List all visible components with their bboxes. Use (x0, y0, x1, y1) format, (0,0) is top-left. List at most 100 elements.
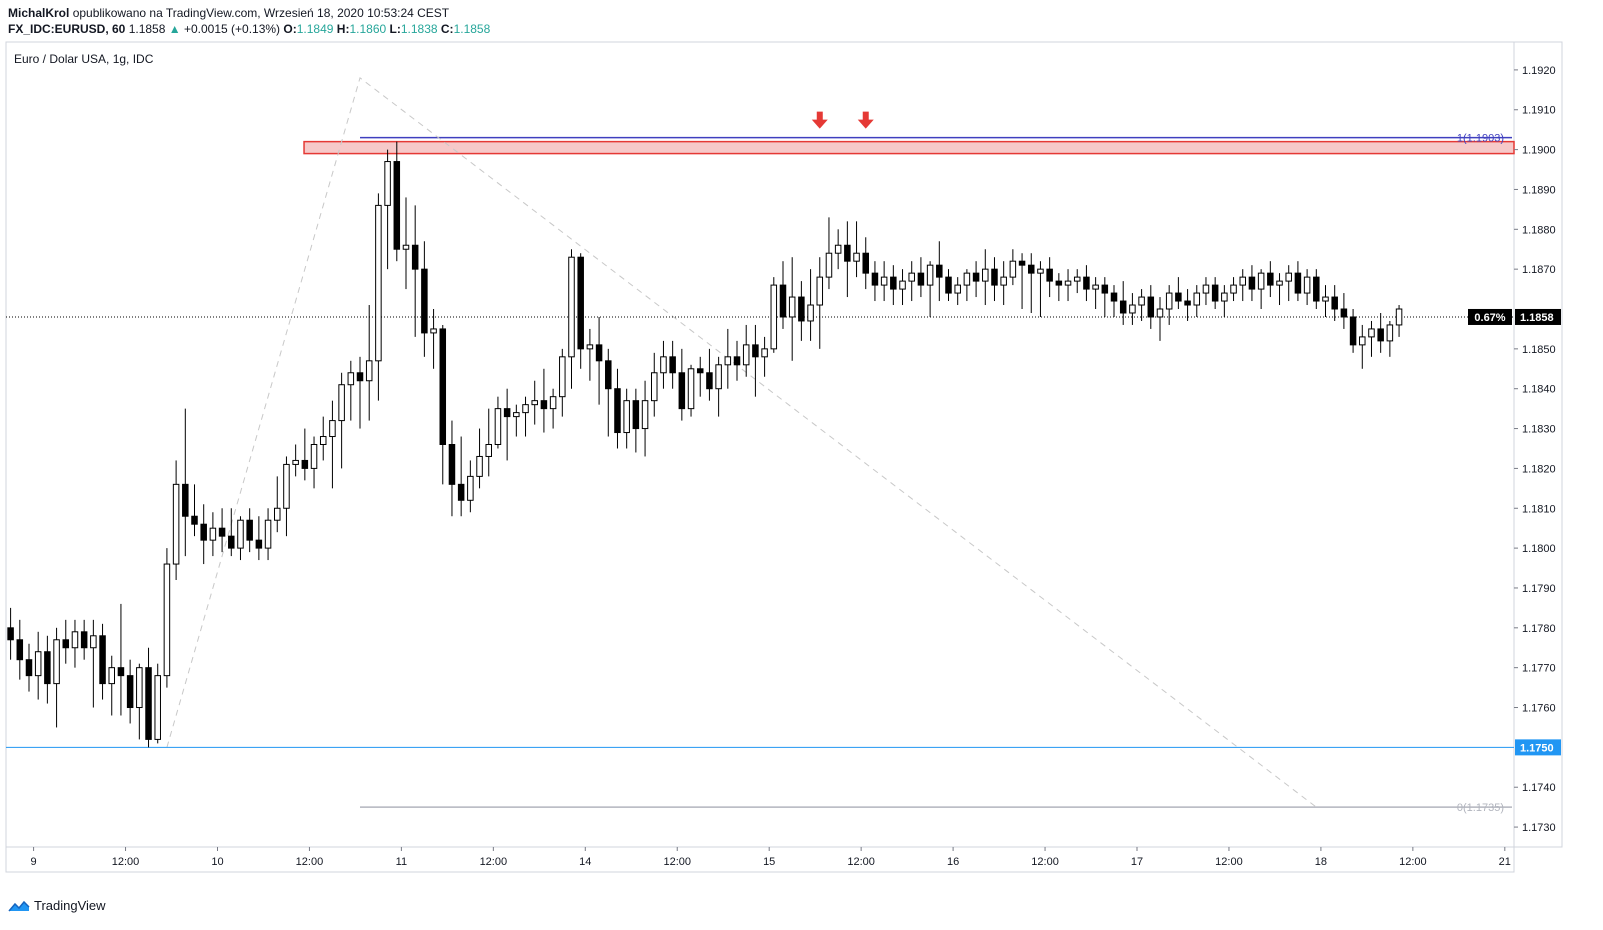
candle-body (1248, 276, 1256, 290)
candle-body (439, 328, 447, 445)
candle-body (825, 252, 833, 278)
y-axis-tick-label: 1.1890 (1522, 184, 1556, 196)
candle-body (1193, 292, 1201, 306)
footer-brand[interactable]: TradingView (8, 898, 106, 913)
down-arrow-icon (857, 111, 874, 129)
candle (430, 309, 437, 369)
candle (963, 269, 971, 302)
candle (531, 380, 538, 425)
candle (218, 508, 226, 553)
candle-body (448, 444, 456, 485)
candle (154, 663, 161, 744)
candle (200, 504, 207, 565)
candle-body (1202, 284, 1210, 294)
x-axis-tick-label: 21 (1499, 856, 1511, 868)
candle-body (1386, 324, 1394, 342)
candle-body (1294, 272, 1302, 294)
candle (182, 408, 189, 557)
x-axis-tick-label: 10 (211, 856, 223, 868)
candle-body (1368, 328, 1375, 338)
candle-body (577, 256, 584, 350)
candle-body (485, 444, 493, 457)
candle (733, 340, 741, 381)
y-axis-tick-label: 1.1770 (1522, 663, 1556, 675)
candle (568, 249, 575, 389)
candle (1368, 320, 1375, 357)
y-axis-tick-label: 1.1790 (1522, 583, 1556, 595)
candle (834, 229, 842, 270)
candle-body (844, 244, 851, 262)
y-axis-tick-label: 1.1820 (1522, 463, 1556, 475)
candle (1064, 269, 1072, 302)
candle (669, 340, 676, 389)
candle-body (1257, 272, 1265, 290)
candle (982, 249, 989, 306)
candle (273, 476, 281, 533)
candle-body (1119, 300, 1127, 314)
y-axis-tick-label: 1.1910 (1522, 105, 1556, 117)
fib-trend-line (166, 77, 1317, 808)
candle (696, 356, 704, 397)
candle-body (25, 659, 33, 677)
candle-body (816, 276, 824, 306)
candle (1009, 249, 1017, 286)
candle-body (1009, 260, 1017, 278)
chart-title: Euro / Dolar USA, 1g, IDC (14, 52, 154, 66)
close-value: 1.1858 (453, 22, 491, 36)
candle (1073, 269, 1081, 294)
candle-body (1092, 284, 1099, 290)
candle-body (559, 356, 566, 398)
author-name[interactable]: MichalKrol (8, 6, 70, 20)
candle (411, 205, 419, 337)
candle (632, 388, 640, 453)
candle-body (172, 483, 180, 565)
candle (44, 635, 51, 704)
candle-body (1055, 280, 1063, 286)
candle-body (365, 360, 373, 382)
candle (1331, 285, 1338, 321)
candle (448, 420, 456, 517)
candle (807, 269, 814, 341)
candle (595, 316, 603, 405)
candle-body (632, 400, 640, 430)
candle (356, 356, 364, 429)
current-price-badge (1515, 308, 1561, 325)
symbol-label: FX_IDC:EURUSD, 60 (8, 22, 126, 36)
candle (1138, 289, 1145, 321)
candle (1156, 297, 1164, 341)
candle (80, 619, 88, 660)
candle-body (1285, 272, 1292, 282)
candle-body (779, 284, 787, 318)
candle-body (1221, 292, 1228, 302)
candle (467, 460, 474, 513)
candle (991, 257, 998, 302)
candle (7, 607, 14, 660)
candle (16, 619, 24, 680)
candle-body (1267, 272, 1274, 286)
candle-body (1359, 336, 1366, 346)
y-axis-tick-label: 1.1740 (1522, 782, 1556, 794)
candle (1359, 324, 1366, 369)
candle (605, 348, 612, 437)
candle-body (1156, 308, 1164, 318)
candle (761, 336, 768, 377)
candle-body (411, 244, 419, 270)
candle-body (283, 463, 290, 509)
candle-body (586, 344, 594, 350)
candle (1027, 253, 1035, 313)
candle (1349, 309, 1357, 353)
candle-body (457, 483, 465, 501)
candle (71, 619, 79, 668)
candle (1055, 273, 1063, 302)
candle-body (182, 483, 189, 517)
candle (191, 484, 198, 537)
candle (1110, 285, 1118, 317)
candle-body (513, 412, 520, 418)
candle-body (641, 400, 649, 430)
candle-body (347, 372, 355, 386)
candle (1193, 285, 1201, 317)
candle-body (503, 408, 511, 418)
candle-body (191, 515, 198, 525)
candle (319, 416, 327, 461)
